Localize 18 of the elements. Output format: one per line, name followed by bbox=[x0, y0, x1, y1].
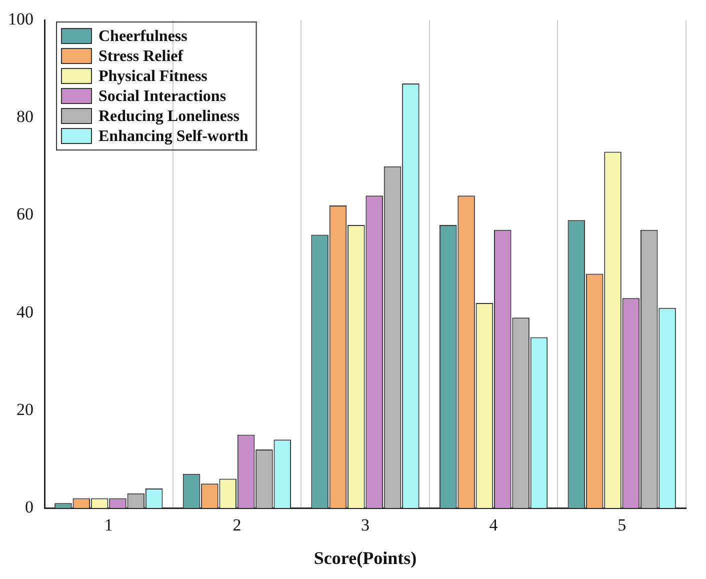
y-tick-label: 0 bbox=[25, 497, 34, 516]
legend-label: Reducing Loneliness bbox=[98, 108, 240, 126]
x-tick-label: 4 bbox=[489, 516, 498, 535]
y-tick-label: 40 bbox=[16, 302, 34, 322]
x-tick-label: 5 bbox=[618, 516, 626, 535]
x-tick-label: 3 bbox=[361, 516, 370, 535]
legend-label: Physical Fitness bbox=[98, 68, 208, 86]
legend-label: Social Interactions bbox=[98, 88, 226, 106]
y-tick-label: 60 bbox=[16, 204, 34, 224]
x-axis-title: Score(Points) bbox=[314, 548, 417, 568]
legend-label: Cheerfulness bbox=[98, 28, 188, 46]
x-tick-label: 2 bbox=[232, 516, 242, 535]
x-tick-label: 1 bbox=[104, 516, 113, 535]
y-tick-label: 100 bbox=[8, 9, 34, 28]
y-tick-label: 20 bbox=[16, 400, 34, 419]
legend-label: Enhancing Self-worth bbox=[98, 128, 248, 146]
y-tick-label: 80 bbox=[16, 107, 34, 126]
legend-label: Stress Relief bbox=[98, 48, 184, 66]
